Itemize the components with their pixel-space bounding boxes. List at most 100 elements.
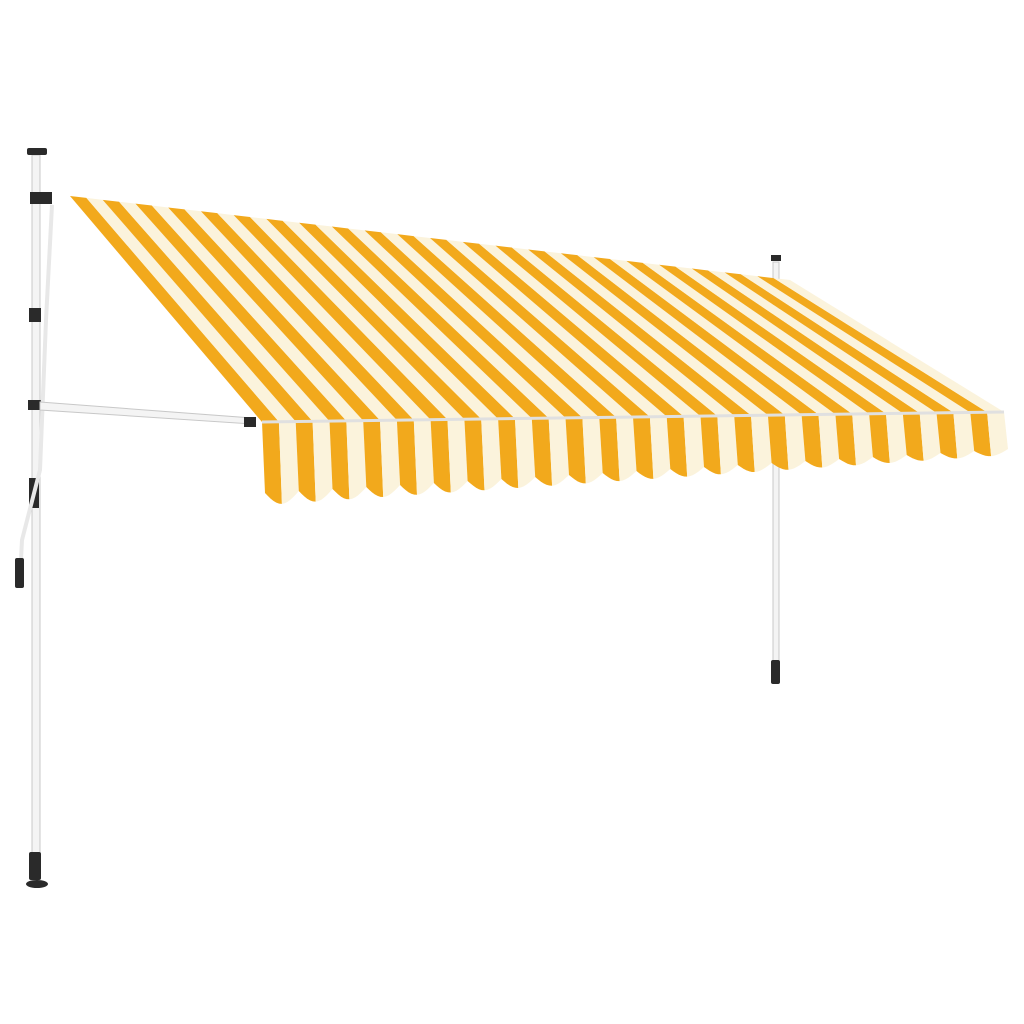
right-support-pole	[771, 255, 781, 684]
canopy-stripe	[331, 226, 549, 419]
valance-stripe	[312, 421, 333, 502]
pole-top-cap	[771, 255, 781, 261]
pole-foot	[771, 660, 780, 684]
canopy-stripe	[642, 262, 870, 415]
bracket	[30, 192, 52, 204]
canopy-stripe	[724, 272, 954, 413]
canopy-stripe	[217, 213, 431, 420]
canopy-stripe	[691, 268, 920, 414]
canopy-stripe	[364, 230, 583, 418]
valance-stripe	[413, 419, 434, 495]
valance-stripe	[784, 414, 806, 470]
canopy-stripe	[659, 264, 886, 414]
valance-stripe	[987, 412, 1008, 457]
valance-stripe	[717, 415, 738, 475]
canopy-stripe	[315, 224, 532, 419]
canopy-stripe	[135, 203, 347, 422]
valance-stripe	[936, 412, 958, 459]
canopy-stripe	[773, 278, 1004, 413]
valance-stripe	[515, 418, 536, 488]
canopy-stripe	[511, 247, 735, 416]
canopy-stripe	[577, 255, 802, 415]
valance-stripe	[869, 413, 890, 463]
canopy-stripe	[626, 260, 853, 415]
valance-stripe	[278, 421, 299, 504]
crank-grip	[15, 558, 24, 588]
valance-stripe	[835, 414, 856, 466]
awning-valance	[261, 410, 1008, 504]
canopy-stripe	[86, 197, 296, 422]
valance-stripe	[649, 416, 671, 479]
valance-stripe	[599, 417, 620, 482]
canopy-stripe	[544, 251, 768, 416]
valance-stripe	[346, 420, 367, 500]
canopy-stripe	[479, 243, 701, 417]
valance-stripe	[531, 418, 553, 486]
valance-stripe	[464, 419, 485, 491]
valance-stripe	[886, 413, 907, 463]
valance-stripe	[767, 415, 789, 470]
canopy-stripe	[119, 201, 330, 422]
canopy-stripe	[610, 259, 836, 415]
pole-top-cap	[27, 148, 47, 155]
valance-stripe	[329, 420, 350, 500]
support-arm	[39, 401, 256, 427]
canopy-stripe	[495, 245, 718, 417]
canopy-stripe	[560, 253, 785, 416]
canopy-stripe	[757, 276, 988, 413]
valance-stripe	[396, 420, 417, 495]
valance-stripe	[919, 412, 941, 461]
canopy-stripe	[282, 220, 499, 420]
front-bar	[261, 410, 1005, 424]
canopy-stripe	[151, 205, 364, 421]
canopy-stripe	[380, 232, 600, 418]
left-support-pole	[15, 148, 54, 888]
valance-stripe	[751, 415, 772, 472]
arm-joint	[28, 400, 42, 410]
valance-stripe	[616, 417, 637, 482]
valance-stripe	[700, 415, 721, 475]
valance-stripe	[801, 414, 823, 468]
valance-stripe	[683, 416, 704, 477]
valance-stripe	[380, 420, 401, 497]
canopy-stripe	[70, 196, 279, 422]
canopy-stripe	[184, 209, 397, 421]
valance-stripe	[430, 419, 451, 493]
valance-stripe	[363, 420, 384, 497]
valance-stripe	[582, 417, 603, 484]
valance-stripe	[633, 416, 654, 479]
canopy-stripe	[708, 270, 937, 414]
valance-stripe	[666, 416, 688, 477]
valance-stripe	[481, 418, 502, 491]
valance-stripe	[902, 413, 924, 461]
canopy-stripe	[102, 199, 313, 422]
canopy-stripe	[528, 249, 752, 416]
valance-stripe	[498, 418, 519, 488]
valance-stripe	[295, 421, 316, 502]
valance-stripe	[548, 417, 569, 486]
canopy-stripe	[413, 236, 633, 418]
canopy-stripe	[446, 239, 667, 417]
canopy-stripe	[593, 257, 819, 415]
valance-stripe	[852, 413, 873, 466]
pole-foot	[29, 852, 41, 880]
canopy-stripe	[233, 215, 448, 420]
valance-stripe	[262, 421, 282, 504]
canopy-stripe	[250, 217, 465, 420]
clamp	[29, 308, 41, 322]
canopy-stripe	[200, 211, 414, 421]
canopy-stripe	[675, 266, 903, 414]
canopy-stripe	[168, 207, 381, 421]
canopy-stripe	[430, 238, 650, 417]
awning-canopy	[70, 196, 1004, 422]
canopy-stripe	[266, 218, 482, 420]
canopy-stripe	[299, 222, 515, 419]
valance-stripe	[953, 412, 975, 459]
canopy-stripe	[740, 274, 971, 413]
canopy-stripe	[462, 241, 684, 417]
valance-stripe	[447, 419, 468, 493]
valance-stripe	[970, 412, 992, 457]
